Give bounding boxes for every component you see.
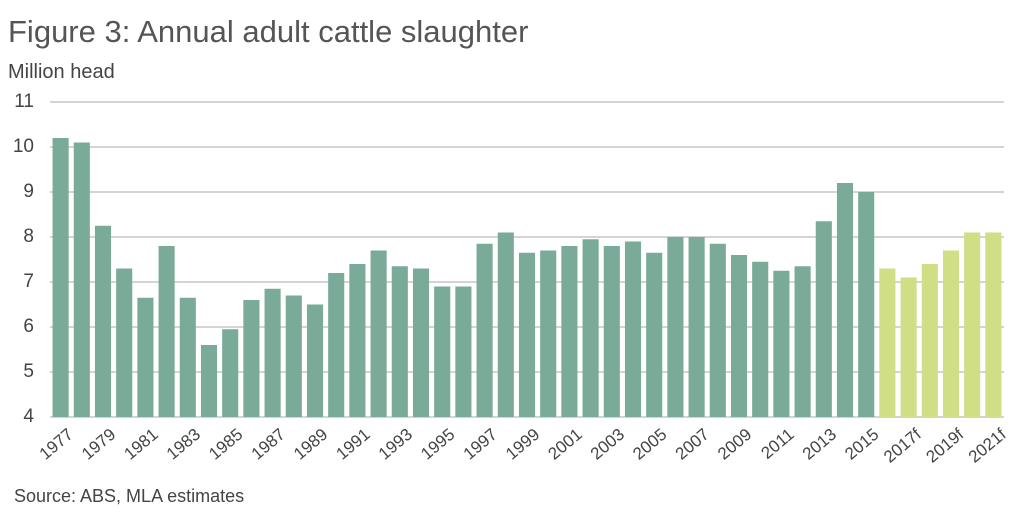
y-tick-label: 7 xyxy=(23,271,34,292)
x-tick-label: 2001 xyxy=(544,425,585,464)
bar xyxy=(794,266,811,417)
x-tick-label: 2005 xyxy=(629,425,670,464)
x-tick-label: 2019f xyxy=(922,425,967,467)
x-tick-label: 2003 xyxy=(587,425,628,464)
x-tick-label: 2007 xyxy=(672,425,713,464)
x-tick-label: 1981 xyxy=(120,425,161,464)
bar xyxy=(370,250,387,417)
bar xyxy=(455,286,472,417)
bar xyxy=(137,297,154,417)
x-tick-label: 2009 xyxy=(714,425,755,464)
y-tick-label: 5 xyxy=(23,361,34,382)
bar xyxy=(582,239,599,417)
y-tick-label: 9 xyxy=(23,181,34,202)
bar xyxy=(752,261,769,417)
bar xyxy=(349,264,366,417)
bar xyxy=(900,277,917,417)
bar xyxy=(921,264,938,417)
bar xyxy=(879,268,896,417)
bar xyxy=(773,270,790,417)
bar xyxy=(243,300,260,417)
bar xyxy=(412,268,430,417)
bar xyxy=(306,304,324,417)
x-tick-label: 2017f xyxy=(880,425,925,467)
bar xyxy=(730,255,748,417)
bar xyxy=(434,286,451,417)
bar xyxy=(646,252,663,417)
bar xyxy=(179,297,196,417)
bar xyxy=(94,225,112,417)
bar xyxy=(391,266,408,417)
bar xyxy=(624,241,642,417)
bar xyxy=(73,142,90,417)
y-tick-label: 8 xyxy=(23,226,34,247)
x-tick-label: 1983 xyxy=(163,425,204,464)
bar xyxy=(158,246,175,417)
x-tick-label: 1987 xyxy=(248,425,289,464)
bar xyxy=(603,246,620,417)
bar xyxy=(942,250,960,417)
bar xyxy=(540,250,557,417)
bar xyxy=(709,243,726,417)
x-tick-label: 1995 xyxy=(417,425,458,464)
bar xyxy=(667,237,684,417)
bar xyxy=(328,273,345,417)
bar xyxy=(264,288,281,417)
x-tick-label: 2015 xyxy=(841,425,882,464)
y-tick-label: 6 xyxy=(23,316,34,337)
bar xyxy=(285,295,302,417)
x-tick-label: 1985 xyxy=(205,425,246,464)
bar xyxy=(222,329,239,417)
source: Source: ABS, MLA estimates xyxy=(14,486,244,506)
bar xyxy=(497,232,514,417)
y-tick-label: 11 xyxy=(14,91,34,112)
x-tick-label: 1993 xyxy=(375,425,416,464)
x-tick-label: 1991 xyxy=(332,425,373,464)
bar xyxy=(561,246,578,417)
y-axis-label: Million head xyxy=(8,61,115,83)
bar xyxy=(476,243,493,417)
bar xyxy=(52,138,69,417)
bar xyxy=(836,183,854,417)
bar xyxy=(985,232,1002,417)
bar xyxy=(858,192,875,417)
x-tick-label: 1979 xyxy=(78,425,119,464)
x-tick-label: 1989 xyxy=(290,425,331,464)
bar xyxy=(964,232,981,417)
x-tick-label: 2011 xyxy=(757,425,797,463)
chart-title: Figure 3: Annual adult cattle slaughter xyxy=(8,14,528,49)
x-tick-label: 1997 xyxy=(460,425,501,464)
bar xyxy=(200,345,218,417)
bar xyxy=(815,221,832,417)
x-tick-label: 1999 xyxy=(502,425,543,464)
x-tick-label: 2021f xyxy=(965,425,1010,467)
bar xyxy=(518,252,536,417)
bar xyxy=(688,237,705,417)
y-tick-label: 4 xyxy=(23,406,34,427)
x-tick-label: 1977 xyxy=(36,425,77,464)
y-tick-label: 10 xyxy=(13,136,34,157)
bar xyxy=(116,268,133,417)
x-tick-label: 2013 xyxy=(799,425,840,464)
